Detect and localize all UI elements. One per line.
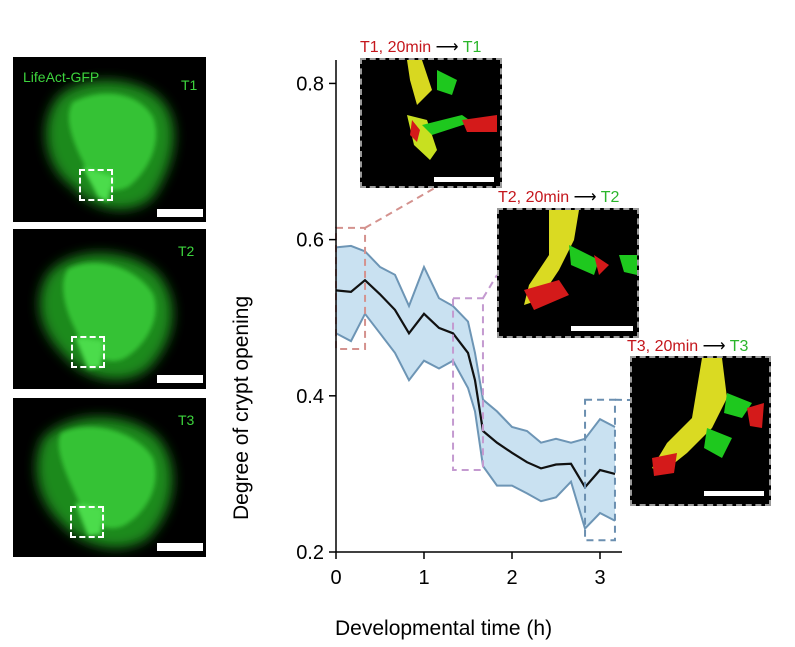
inset-title-2-from: T2, 20min <box>498 189 570 206</box>
x-tick-label: 2 <box>506 567 517 589</box>
scale-bar-t1 <box>157 209 203 217</box>
roi-box-t1 <box>79 169 113 201</box>
inset-title-3-to: T3 <box>729 338 749 355</box>
inset-image-2-content <box>524 210 637 310</box>
organoid-image-t1 <box>46 80 174 210</box>
panel-time-t3: T3 <box>178 412 195 428</box>
inset-image-1-content <box>407 60 497 160</box>
inset-title-1: T1, 20min ⟶ T1 <box>360 37 481 57</box>
band-upper-edge <box>335 244 616 444</box>
inset-scale-bar-2 <box>571 326 633 331</box>
highlight-box-2 <box>452 297 484 472</box>
roi-box-t2 <box>71 336 105 368</box>
y-axis-label: Degree of crypt opening <box>230 295 253 520</box>
scale-bar-t2 <box>157 375 203 383</box>
inset-image-2 <box>497 208 639 338</box>
inset-image-3 <box>630 356 771 506</box>
inset-scale-bar-3 <box>704 491 764 496</box>
highlight-box-3 <box>584 398 616 542</box>
highlight-box-1 <box>335 226 367 350</box>
x-tick-label: 3 <box>594 567 605 589</box>
panel-label-t1: LifeAct-GFP <box>23 69 100 85</box>
inset-title-3-arrow: ⟶ <box>702 338 726 355</box>
connector-line-2 <box>482 274 498 299</box>
x-tick-label: 1 <box>418 567 429 589</box>
microscopy-panel-t2: T2 <box>13 229 206 389</box>
panel-time-t1: T1 <box>181 77 198 93</box>
x-axis-label: Developmental time (h) <box>335 617 553 640</box>
inset-title-2-to: T2 <box>600 189 620 206</box>
inset-title-3-from: T3, 20min <box>627 338 699 355</box>
y-tick-label: 0.6 <box>296 230 324 252</box>
connector-line-1 <box>364 184 441 229</box>
x-tick-label: 0 <box>330 567 341 589</box>
inset-title-1-from: T1, 20min <box>360 39 432 56</box>
scale-bar-t3 <box>157 543 203 551</box>
microscopy-panel-t3: T3 <box>13 398 206 557</box>
y-tick-label: 0.2 <box>296 542 324 564</box>
band-lower-edge <box>335 311 616 531</box>
y-tick-label: 0.8 <box>296 73 324 95</box>
inset-scale-bar-1 <box>434 177 494 182</box>
inset-title-3: T3, 20min ⟶ T3 <box>627 336 748 356</box>
inset-title-2-arrow: ⟶ <box>573 189 597 206</box>
roi-box-t3 <box>70 506 104 538</box>
inset-title-2: T2, 20min ⟶ T2 <box>498 187 619 207</box>
panel-time-t2: T2 <box>178 243 195 259</box>
inset-title-1-to: T1 <box>462 39 482 56</box>
microscopy-panel-t1: LifeAct-GFP T1 <box>13 57 206 222</box>
inset-image-3-content <box>652 358 764 476</box>
organoid-image-t3 <box>36 417 173 548</box>
y-tick-label: 0.4 <box>296 386 324 408</box>
inset-title-1-arrow: ⟶ <box>435 39 459 56</box>
inset-image-1 <box>360 58 502 188</box>
mean-line <box>335 278 616 490</box>
